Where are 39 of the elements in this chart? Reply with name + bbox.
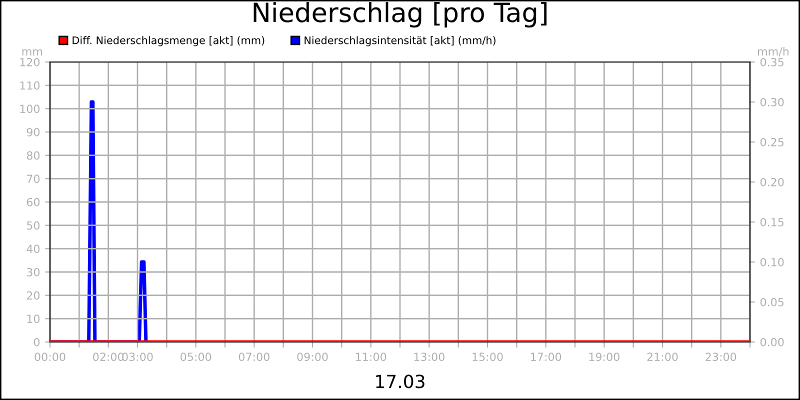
x-tick-label: 21:00 [647, 352, 678, 362]
x-tick-label: 07:00 [238, 352, 270, 362]
y-tick-label: 80 [26, 151, 40, 160]
y2-axis-title: mm/h [758, 47, 788, 57]
y-tick-label: 20 [26, 291, 40, 300]
y2-tick-label: 0.10 [760, 258, 784, 266]
y-tick-label: 70 [27, 174, 40, 184]
y-tick-label: 120 [20, 58, 40, 66]
x-tick-label: 09:00 [297, 352, 328, 362]
y2-tick-label: 0.05 [760, 298, 784, 306]
y-tick-label: 30 [26, 268, 40, 276]
x-tick-label: 19:00 [589, 352, 620, 362]
legend-label: Niederschlagsintensität [akt] (mm/h) [304, 36, 496, 46]
legend-label: Diff. Niederschlagsmenge [akt] (mm) [72, 36, 264, 46]
y2-tick-label: 0.20 [760, 178, 784, 186]
y2-tick-label: 0.00 [760, 338, 784, 346]
x-tick-label: 00:00 [34, 352, 66, 362]
chart-title: Niederschlag [pro Tag] [254, 2, 547, 28]
y-tick-label: 40 [26, 244, 40, 254]
x-axis-title: 17.03 [376, 374, 424, 388]
x-tick-label: 02:00 [93, 352, 124, 362]
x-tick-label: 05:00 [180, 352, 212, 362]
y-tick-label: 60 [26, 198, 40, 206]
y-tick-label: 90 [26, 128, 40, 136]
y-tick-label: 110 [20, 81, 40, 90]
x-tick-label: 15:00 [472, 352, 503, 362]
y-tick-label: 10 [27, 314, 40, 324]
y-tick-label: 50 [26, 221, 40, 230]
y-tick-label: 100 [20, 104, 40, 114]
y2-tick-label: 0.30 [760, 98, 784, 106]
y2-tick-label: 0.15 [760, 218, 784, 226]
x-tick-label: 23:00 [706, 352, 736, 362]
x-tick-label: 17:00 [531, 352, 562, 362]
y-tick-label: 0 [34, 338, 40, 346]
x-tick-label: 11:00 [356, 352, 386, 362]
x-tick-label: 13:00 [414, 352, 444, 362]
y-axis-title: mm [22, 49, 42, 56]
y2-tick-label: 0.35 [760, 58, 784, 66]
y2-tick-label: 0.25 [760, 138, 784, 146]
